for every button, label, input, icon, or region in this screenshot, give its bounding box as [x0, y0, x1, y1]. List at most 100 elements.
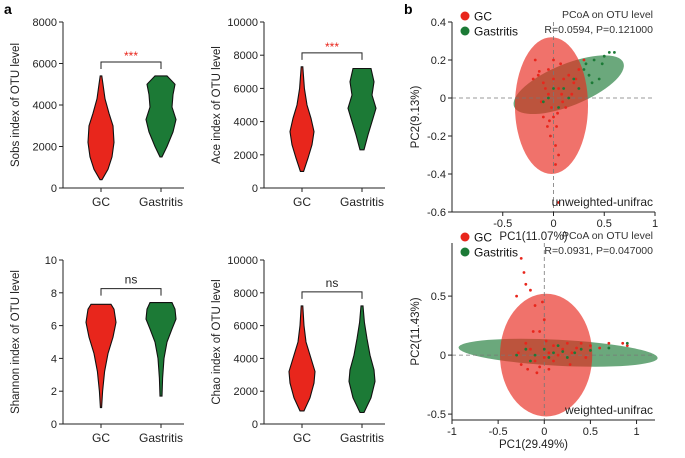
- point-gc: [552, 58, 555, 62]
- x-tick-label: 0: [541, 426, 547, 438]
- point-gc: [536, 73, 540, 77]
- point-gc: [547, 367, 551, 371]
- legend-marker-gc: [460, 232, 470, 242]
- point-gc: [575, 346, 578, 350]
- point-gastritis: [597, 77, 601, 81]
- point-gastritis: [524, 347, 528, 351]
- y-tick-label: 8: [51, 288, 57, 300]
- y-tick-label: 10000: [227, 255, 258, 267]
- point-gastritis: [584, 62, 588, 66]
- y-tick-label: -0.2: [427, 131, 446, 143]
- point-gc: [554, 144, 557, 147]
- point-gc: [557, 153, 560, 157]
- violin-gc: [288, 305, 316, 412]
- y-tick-label: 4: [51, 353, 57, 365]
- y-tick-label: 4000: [33, 100, 57, 112]
- point-gastritis: [567, 96, 571, 100]
- point-gc: [529, 347, 532, 351]
- y-tick-label: 0: [440, 93, 446, 105]
- point-gc: [621, 341, 625, 345]
- chao-violin-chart: 0 2000 4000 6000 8000 10000 Chao index of OTU …: [211, 255, 385, 445]
- point-gc: [556, 111, 559, 115]
- y-tick-label: 8000: [234, 50, 258, 62]
- point-gc: [547, 351, 551, 355]
- x-tick-label: 0.5: [583, 426, 598, 438]
- point-gc: [519, 363, 523, 366]
- point-gc: [524, 282, 528, 286]
- legend-label-gc: GC: [474, 10, 492, 24]
- y-tick-label: 10: [45, 255, 57, 267]
- point-gastritis: [592, 58, 596, 62]
- point-gastritis: [582, 68, 586, 71]
- sobs-violin-chart: 0 2000 4000 6000 8000 Sobs index of OTU level…: [10, 17, 184, 209]
- y-tick-label: 4000: [234, 353, 258, 365]
- point-gastritis: [542, 347, 546, 351]
- point-gastritis: [547, 356, 551, 359]
- shannon-violin-chart: 0 2 4 6 8 10 Shannon index of OTU level GC Gastr…: [10, 255, 184, 445]
- significance-label: ns: [326, 276, 339, 290]
- point-gc: [570, 92, 574, 96]
- point-gc: [570, 351, 574, 355]
- point-gc: [547, 68, 550, 71]
- point-gc: [574, 77, 578, 81]
- violin-gastritis: [348, 305, 376, 414]
- violin-gastritis: [145, 302, 177, 397]
- x-tick-label: GC: [92, 195, 110, 209]
- point-gastritis: [600, 62, 604, 66]
- point-gc: [541, 115, 545, 119]
- point-gastritis: [625, 341, 629, 345]
- y-tick-label: 0: [51, 183, 57, 195]
- point-gc: [552, 115, 555, 119]
- point-gc: [515, 294, 518, 298]
- point-gc: [547, 92, 550, 96]
- point-gc: [537, 70, 541, 73]
- legend-label-gc: GC: [474, 231, 492, 245]
- point-gastritis: [556, 344, 560, 348]
- significance-label: ns: [125, 273, 138, 287]
- y-tick-label: -0.5: [427, 409, 446, 421]
- point-gc: [531, 77, 535, 81]
- point-gc: [568, 363, 572, 366]
- point-gc: [535, 371, 539, 375]
- point-gastritis: [552, 351, 555, 355]
- point-gc: [577, 68, 581, 71]
- point-gastritis: [589, 348, 592, 352]
- y-axis-label: PC2(11.43%): [410, 297, 422, 365]
- point-gc: [543, 87, 547, 90]
- point-gc: [552, 77, 555, 81]
- point-gastritis: [572, 77, 576, 81]
- y-tick-label: 4000: [234, 117, 258, 129]
- significance-bracket: [100, 61, 162, 69]
- point-gc: [542, 356, 546, 359]
- x-tick-label: 0.5: [597, 218, 612, 230]
- point-gc: [533, 304, 537, 307]
- point-gc: [567, 73, 571, 77]
- ace-violin-chart: 0 2000 4000 6000 8000 10000 Ace index of OTU l…: [211, 17, 385, 209]
- point-gc: [625, 344, 629, 348]
- y-tick-label: 6000: [234, 83, 258, 95]
- point-gc: [541, 300, 544, 304]
- y-tick-label: 8000: [234, 288, 258, 300]
- point-gastritis: [613, 51, 616, 54]
- point-gc: [557, 201, 560, 204]
- point-gc: [526, 367, 530, 371]
- point-gc: [582, 58, 586, 62]
- y-tick-label: 2000: [234, 386, 258, 398]
- point-gastritis: [547, 96, 550, 100]
- violin-gc: [85, 303, 117, 409]
- point-gc: [561, 347, 565, 351]
- y-axis-label: Chao index of OTU level: [211, 279, 223, 404]
- legend-label-gastritis: Gastritis: [474, 246, 518, 260]
- point-gastritis: [602, 54, 606, 58]
- stat-text: R=0.0931, P=0.047000: [544, 245, 653, 257]
- method-label: unweighted-unifrac: [552, 195, 653, 209]
- x-tick-label: Gastritis: [139, 431, 183, 445]
- point-gc: [556, 353, 560, 357]
- x-axis-label: PC1(29.49%): [499, 439, 568, 451]
- point-gc: [517, 351, 520, 355]
- point-gc: [549, 134, 552, 138]
- point-gastritis: [557, 106, 560, 109]
- point-gc: [542, 318, 546, 322]
- method-label: weighted-unifrac: [564, 403, 653, 417]
